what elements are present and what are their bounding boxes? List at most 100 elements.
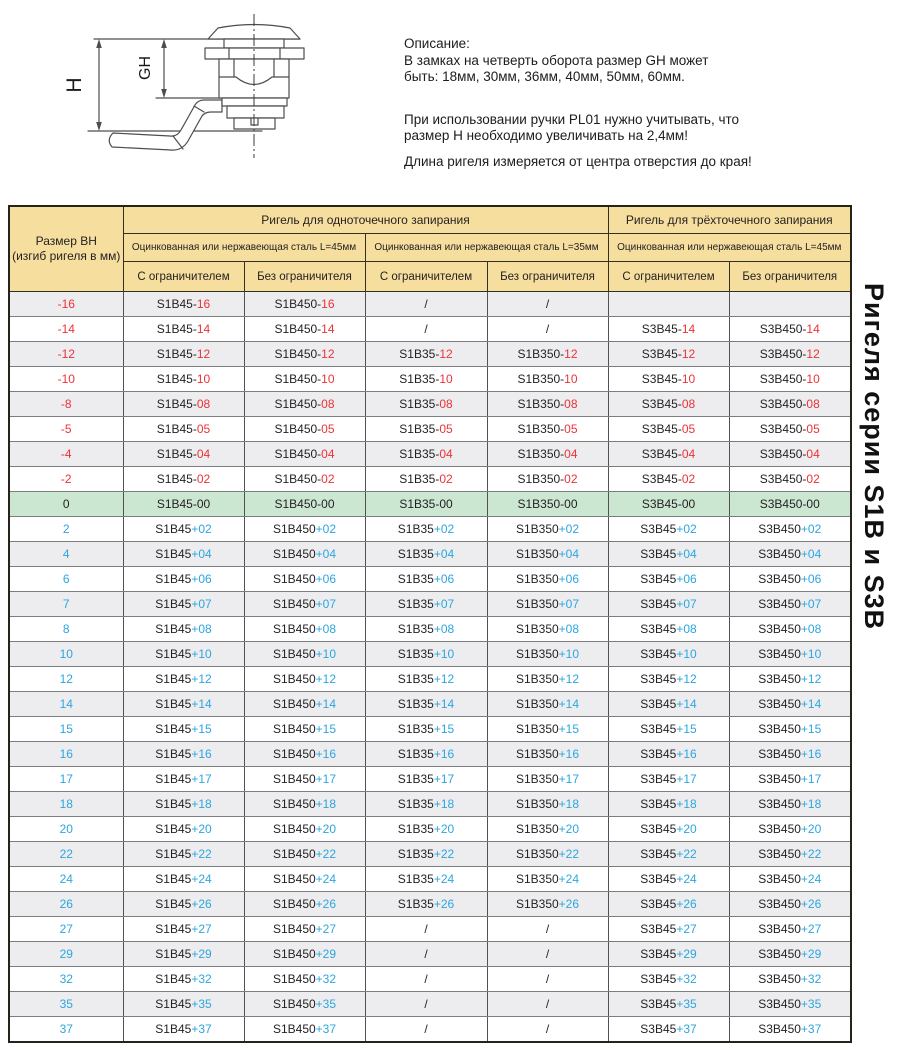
part-number-base: S3B450 [758,622,801,636]
part-number-suffix: +16 [676,747,697,761]
part-number-suffix: +27 [800,922,822,936]
part-number-cell: S3B45+24 [607,866,730,892]
part-number-base: S1B45- [156,472,197,486]
table-row: -8 S1B45-08 S1B450-08 S1B35-08 S1B350-08 S3B4… [8,391,852,417]
table-row: 29 S1B45+29 S1B450+29// S3B45+29 S3B450+29 [8,941,852,967]
part-number-suffix: 14 [806,322,820,336]
size-column-header: Размер ВН (изгиб ригеля в мм) [8,205,124,292]
part-number-cell: S1B450+18 [243,791,366,817]
cam-crease [193,105,205,113]
part-number-suffix: +26 [433,897,455,911]
part-number-cell: S1B45+08 [122,616,245,642]
part-number-base: S1B350 [515,747,559,761]
table-row: -12 S1B45-12 S1B450-12 S1B35-12 S1B350-12 S3B… [8,341,852,367]
part-number-suffix: +04 [676,547,697,561]
flange-facet [228,47,281,60]
part-number-base: / [424,322,428,336]
part-number-suffix: +07 [558,597,580,611]
table-row: 18 S1B45+18 S1B450+18 S1B35+18 S1B350+18 S3B4… [8,791,852,817]
part-number-base: / [545,922,550,936]
part-number-cell: S3B450-08 [728,391,852,417]
arrow-icon [96,39,102,48]
part-number-cell: S1B35+26 [364,891,488,917]
part-number-base: S3B45 [640,647,677,661]
part-number-suffix: +32 [191,972,212,986]
part-number-base: S1B45 [155,872,192,886]
part-number-suffix: +06 [315,572,337,586]
table-row: 12 S1B45+12 S1B450+12 S1B35+12 S1B350+12 S3B4… [8,666,852,692]
part-number-cell: S3B45+22 [607,841,730,867]
part-number-suffix: +18 [800,797,822,811]
part-number-cell: S1B45-16 [122,291,245,317]
part-number-cell: S1B350+12 [486,666,609,692]
part-number-cell: S1B45-12 [122,341,245,367]
description-line: В замках на четверть оборота размер GH м… [404,52,709,68]
part-number-cell: S1B35+24 [364,866,488,892]
part-number-base: / [424,972,428,986]
part-number-base: S3B450- [759,472,807,486]
part-number-base: S1B350 [515,697,559,711]
part-number-cell: S3B45+27 [607,916,730,942]
part-number-base: S1B35 [397,572,434,586]
part-number-base: S3B450 [758,997,801,1011]
part-number-cell: S1B35+08 [364,616,488,642]
part-number-suffix: 12 [681,347,696,361]
part-number-base: S1B350 [515,822,559,836]
description-block: Описание: В замках на четверть оборота р… [404,36,884,170]
part-number-suffix: +32 [676,972,697,986]
part-number-base: S1B450- [274,472,322,486]
part-number-cell: S3B450+12 [728,666,852,692]
part-number-base: S1B450 [272,847,316,861]
part-number-suffix: +02 [676,522,697,536]
part-number-suffix: 14 [681,322,696,336]
part-number-cell: S1B35-02 [364,466,488,492]
part-number-base: S3B45 [640,972,677,986]
part-number-cell: S1B45+18 [122,791,245,817]
table-row: -14 S1B45-14 S1B450-14// S3B45-14 S3B450-14 [8,316,852,342]
cam-lever [108,99,223,151]
size-cell: 0 [8,491,124,517]
part-number-cell: S1B450+32 [243,966,366,992]
part-number-cell: S1B450+02 [243,516,366,542]
part-number-cell: S1B450+37 [243,1016,366,1043]
part-number-cell: S1B450+24 [243,866,366,892]
part-number-base: S3B45 [640,547,677,561]
part-number-cell: S3B45+07 [607,591,730,617]
part-number-suffix: 08 [564,397,578,411]
part-number-suffix: +15 [558,722,580,736]
part-number-cell: S1B350+17 [486,766,609,792]
part-number-suffix: +20 [433,822,455,836]
part-number-cell: S3B450+15 [728,716,852,742]
part-number-suffix: +02 [433,522,455,536]
part-number-cell: S1B450+22 [243,841,366,867]
part-number-suffix: +04 [558,547,580,561]
part-number-base: S1B45 [155,697,192,711]
size-column-header-line2: (изгиб ригеля в мм) [12,249,121,263]
size-cell: 7 [8,591,124,617]
part-number-base: S1B45- [156,347,197,361]
part-number-suffix: +12 [676,672,697,686]
parts-table-wrapper: Размер ВН (изгиб ригеля в мм) Ригель для… [8,205,853,1043]
part-number-suffix: +14 [800,697,822,711]
column-header: Без ограничителя [486,261,609,292]
part-number-suffix: +29 [191,947,212,961]
part-number-base: S1B350- [517,472,565,486]
part-number-base: S1B35 [397,647,434,661]
part-number-cell: S1B350+15 [486,716,609,742]
part-number-base: S3B450 [758,597,801,611]
size-cell: 22 [8,841,124,867]
table-row: 15 S1B45+15 S1B450+15 S1B35+15 S1B350+15 S3B4… [8,716,852,742]
part-number-base: S1B35 [397,722,434,736]
part-number-suffix: +37 [315,1022,337,1036]
part-number-suffix: +29 [676,947,697,961]
part-number-base: S3B450 [758,922,801,936]
part-number-suffix: +22 [558,847,580,861]
table-row: 4 S1B45+04 S1B450+04 S1B35+04 S1B350+04 S3B45… [8,541,852,567]
part-number-base: S1B350 [515,897,559,911]
part-number-suffix: +08 [558,622,580,636]
part-number-base: S3B45 [640,897,677,911]
part-number-cell: S3B45+06 [607,566,730,592]
part-number-base: S1B450 [272,597,316,611]
part-number-suffix: +07 [433,597,455,611]
part-number-cell: S1B350+02 [486,516,609,542]
